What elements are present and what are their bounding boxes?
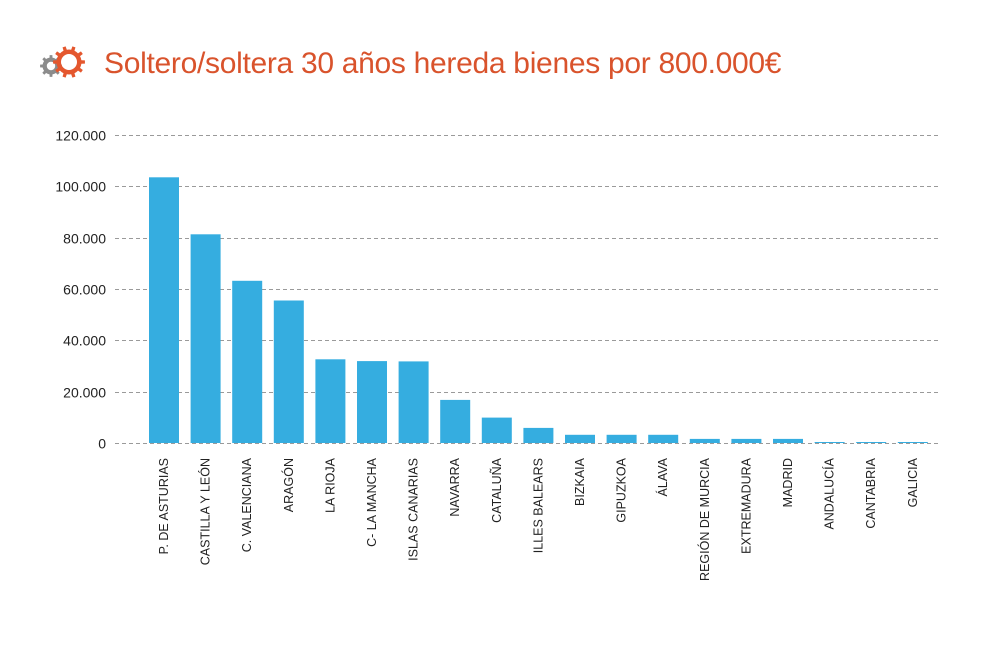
x-category-label: ANDALUCÍA xyxy=(822,457,837,529)
x-category-label: P. DE ASTURIAS xyxy=(157,458,171,554)
y-tick-label: 40.000 xyxy=(63,333,106,349)
bar xyxy=(856,442,887,443)
bar xyxy=(689,438,720,443)
bar xyxy=(814,442,845,443)
x-category-label: CANTABRIA xyxy=(864,457,878,528)
bar xyxy=(648,434,679,443)
x-category-label: ISLAS CANARIAS xyxy=(407,458,421,561)
y-tick-label: 0 xyxy=(98,436,106,452)
bar xyxy=(440,399,471,443)
x-category-label: ÁLAVA xyxy=(655,457,670,496)
chart-header: Soltero/soltera 30 años hereda bienes po… xyxy=(38,40,781,88)
x-axis-category-labels: P. DE ASTURIAS CASTILLA Y LEÓN C. VALENCIA… xyxy=(157,457,920,581)
y-tick-label: 80.000 xyxy=(63,231,106,247)
y-tick-label: 100.000 xyxy=(55,179,106,195)
bar xyxy=(606,434,637,443)
bar xyxy=(731,438,762,443)
bar xyxy=(273,300,304,443)
x-category-label: EXTREMADURA xyxy=(739,457,753,554)
x-category-label: CASTILLA Y LEÓN xyxy=(198,458,213,565)
x-category-label: ILLES BALEARS xyxy=(531,458,545,553)
bar xyxy=(523,427,554,443)
x-category-label: ARAGÓN xyxy=(281,458,296,512)
bar xyxy=(190,234,221,443)
x-category-label: GIPUZKOA xyxy=(615,457,629,522)
x-category-label: BIZKAIA xyxy=(573,457,587,506)
y-tick-label: 20.000 xyxy=(63,385,106,401)
y-tick-label: 120.000 xyxy=(55,128,106,144)
x-category-label: LA RIOJA xyxy=(323,457,337,513)
x-category-label: NAVARRA xyxy=(448,457,462,516)
bar xyxy=(481,417,512,443)
bar xyxy=(565,434,595,443)
x-category-label: REGIÓN DE MURCIA xyxy=(697,457,712,581)
gridlines xyxy=(115,135,940,444)
x-category-label: CATALUÑA xyxy=(490,457,504,522)
y-tick-label: 60.000 xyxy=(63,282,106,298)
chart-title: Soltero/soltera 30 años hereda bienes po… xyxy=(104,47,782,80)
bar xyxy=(232,280,263,443)
bar xyxy=(773,438,803,443)
y-axis-tick-labels: 0 20.000 40.000 60.000 80.000 100.000 120.000 xyxy=(55,128,106,452)
bars xyxy=(149,177,928,444)
bar xyxy=(149,177,179,444)
gear-icon xyxy=(40,46,85,78)
bar xyxy=(897,442,928,443)
bar xyxy=(357,361,387,443)
x-category-label: C. VALENCIANA xyxy=(240,457,254,552)
x-category-label: C- LA MANCHA xyxy=(365,457,379,547)
bar xyxy=(398,361,429,443)
x-category-label: MADRID xyxy=(781,458,795,507)
bar xyxy=(315,359,346,443)
x-category-label: GALICIA xyxy=(906,457,920,507)
